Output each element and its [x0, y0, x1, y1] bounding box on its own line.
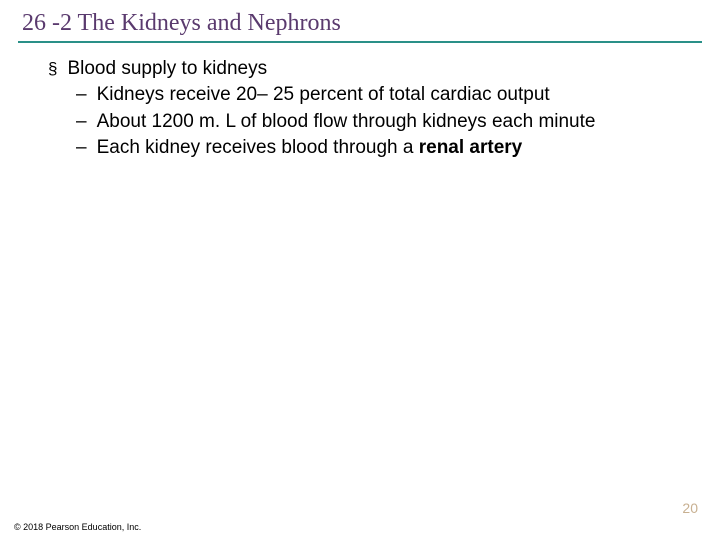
bullet-level-1: § Blood supply to kidneys — [48, 57, 690, 81]
content-area: § Blood supply to kidneys – Kidneys rece… — [0, 43, 720, 160]
slide-title: 26 -2 The Kidneys and Nephrons — [0, 0, 720, 41]
sub-bullet-list: – Kidneys receive 20– 25 percent of tota… — [48, 83, 690, 160]
sub-bullet: – About 1200 m. L of blood flow through … — [76, 110, 690, 134]
sub-text-bold: renal artery — [419, 137, 523, 158]
bullet-marker: § — [48, 57, 57, 81]
sub-marker: – — [76, 110, 87, 134]
sub-text: Kidneys receive 20– 25 percent of total … — [97, 83, 690, 107]
copyright: © 2018 Pearson Education, Inc. — [14, 522, 141, 532]
page-number: 20 — [682, 500, 698, 516]
sub-marker: – — [76, 136, 87, 160]
sub-text: Each kidney receives blood through a ren… — [97, 136, 690, 160]
bullet-text: Blood supply to kidneys — [67, 57, 690, 81]
sub-bullet: – Kidneys receive 20– 25 percent of tota… — [76, 83, 690, 107]
sub-marker: – — [76, 83, 87, 107]
sub-bullet: – Each kidney receives blood through a r… — [76, 136, 690, 160]
sub-text-pre: Each kidney receives blood through a — [97, 137, 419, 158]
sub-text: About 1200 m. L of blood flow through ki… — [97, 110, 690, 134]
